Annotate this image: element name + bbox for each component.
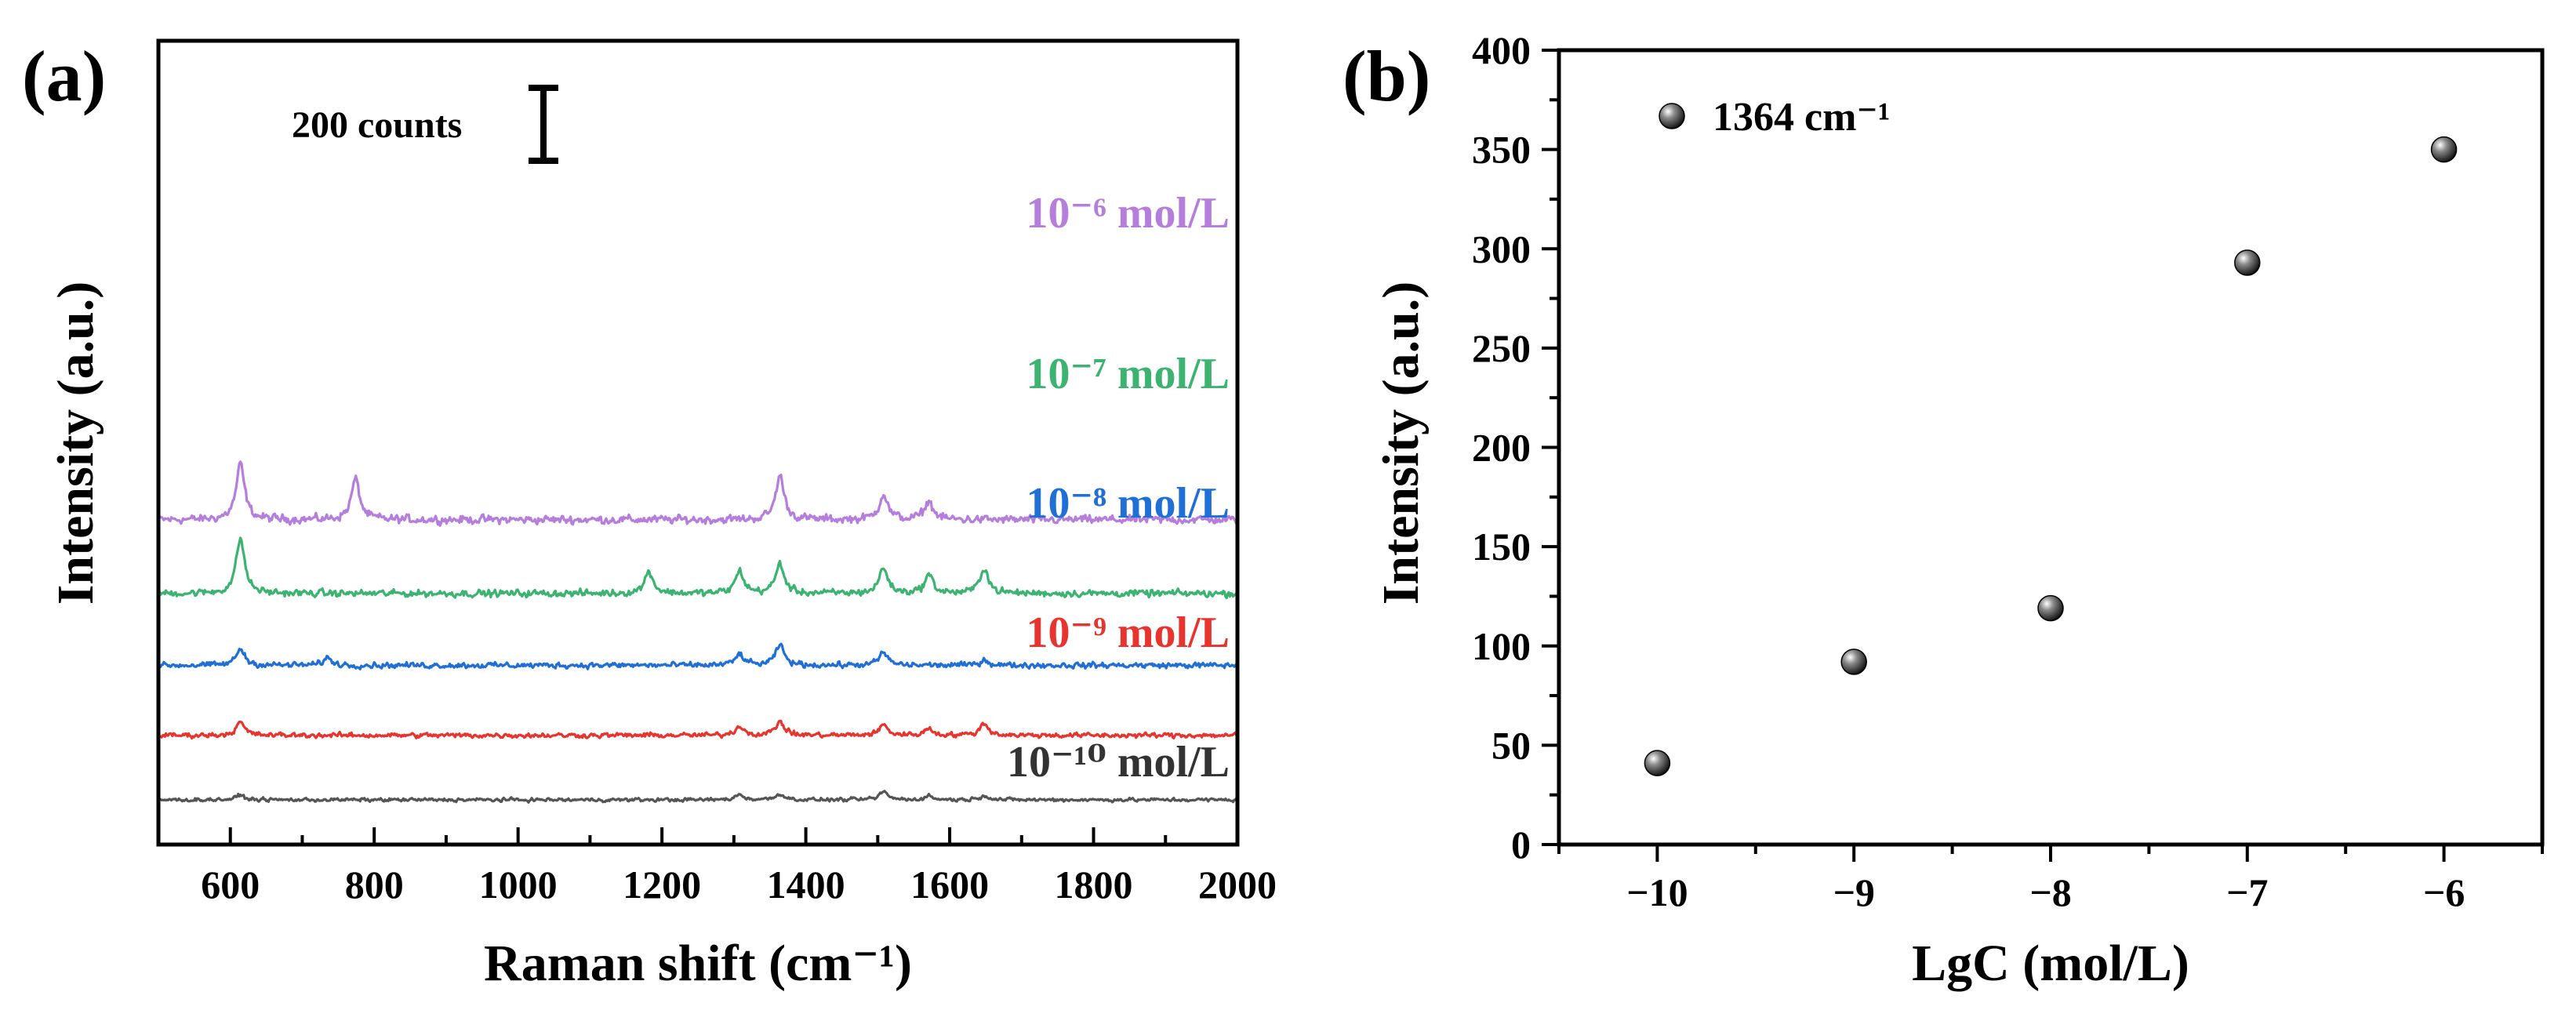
x-axis-ticks-a: 600 800 1000 1200 1400 1600 1800 2000 — [157, 827, 1277, 906]
x-tick-label-b: −9 — [1833, 870, 1875, 914]
x-tick-label-a: 1000 — [479, 863, 558, 906]
x-axis-label-a: Raman shift (cm⁻¹) — [484, 935, 912, 992]
x-tick-label-a: 1600 — [910, 863, 989, 906]
series-labels-group: 10⁻⁶ mol/L 10⁻⁷ mol/L 10⁻⁸ mol/L 10⁻⁹ mol/L… — [1007, 189, 1230, 787]
y-tick-label-b: 400 — [1472, 28, 1531, 72]
spectrum-line-2 — [158, 536, 1237, 600]
data-point-5 — [2430, 136, 2458, 163]
panel-a-label: (a) — [22, 36, 106, 116]
x-tick-label-b: −6 — [2423, 870, 2465, 914]
y-tick-label-b: 300 — [1472, 227, 1531, 271]
legend-label: 1364 cm⁻¹ — [1713, 95, 1890, 140]
x-tick-label-b: −7 — [2226, 870, 2269, 914]
x-tick-label-a: 800 — [345, 863, 404, 906]
series-label-4: 10⁻⁹ mol/L — [1026, 609, 1230, 657]
panel-b: (b) 0 50 100 150 200 250 300 350 400 −10 −9 −8 −7 −6… — [1342, 28, 2545, 992]
y-tick-label-b: 150 — [1472, 525, 1531, 569]
spectrum-line-5 — [158, 790, 1237, 804]
scale-bar-label: 200 counts — [292, 104, 462, 146]
x-axis-ticks-b: −10 −9 −8 −7 −6 — [1557, 845, 2544, 914]
x-tick-label-b: −8 — [2029, 870, 2072, 914]
data-point-4 — [2234, 249, 2261, 276]
data-point-2 — [1840, 649, 1867, 675]
y-tick-label-b: 100 — [1472, 624, 1531, 668]
y-tick-label-b: 200 — [1472, 426, 1531, 470]
spectrum-line-1 — [158, 460, 1237, 528]
scale-bar: 200 counts — [292, 85, 558, 164]
series-label-3: 10⁻⁸ mol/L — [1026, 479, 1230, 528]
y-axis-ticks-b: 0 50 100 150 200 250 300 350 400 — [1472, 28, 1559, 866]
y-tick-label-b: 0 — [1511, 823, 1531, 866]
x-tick-label-b: −10 — [1626, 870, 1688, 914]
x-tick-label-a: 2000 — [1198, 863, 1277, 906]
panel-a: (a) 10⁻⁶ mol/L 10⁻⁷ mol/L 10⁻⁸ mol/L 10⁻⁹ m… — [22, 36, 1277, 992]
x-tick-label-a: 600 — [201, 863, 260, 906]
plot-frame-b — [1557, 48, 2545, 847]
legend-b: 1364 cm⁻¹ — [1659, 95, 1890, 140]
x-tick-label-a: 1800 — [1055, 863, 1133, 906]
spectrum-line-4 — [158, 719, 1237, 740]
data-point-3 — [2037, 594, 2064, 622]
legend-marker — [1659, 103, 1685, 129]
y-tick-label-b: 250 — [1472, 326, 1531, 370]
y-axis-label-b: Intensity (a.u.) — [1372, 282, 1430, 605]
data-point-1 — [1644, 750, 1671, 776]
x-tick-label-a: 1400 — [767, 863, 845, 906]
y-axis-label-a: Intensity (a.u.) — [47, 282, 104, 605]
series-label-2: 10⁻⁷ mol/L — [1026, 350, 1230, 398]
series-label-5: 10⁻¹⁰ mol/L — [1007, 738, 1230, 787]
scatter-points-group — [1644, 136, 2458, 776]
x-axis-label-b: LgC (mol/L) — [1912, 935, 2189, 992]
y-tick-label-b: 50 — [1491, 723, 1531, 767]
plot-frame-a — [156, 38, 1240, 847]
x-tick-label-a: 1200 — [623, 863, 701, 906]
y-tick-label-b: 350 — [1472, 128, 1531, 172]
spectrum-line-3 — [158, 642, 1237, 670]
spectra-series-group — [158, 460, 1237, 804]
series-label-1: 10⁻⁶ mol/L — [1026, 189, 1230, 238]
panel-b-label: (b) — [1342, 36, 1430, 116]
